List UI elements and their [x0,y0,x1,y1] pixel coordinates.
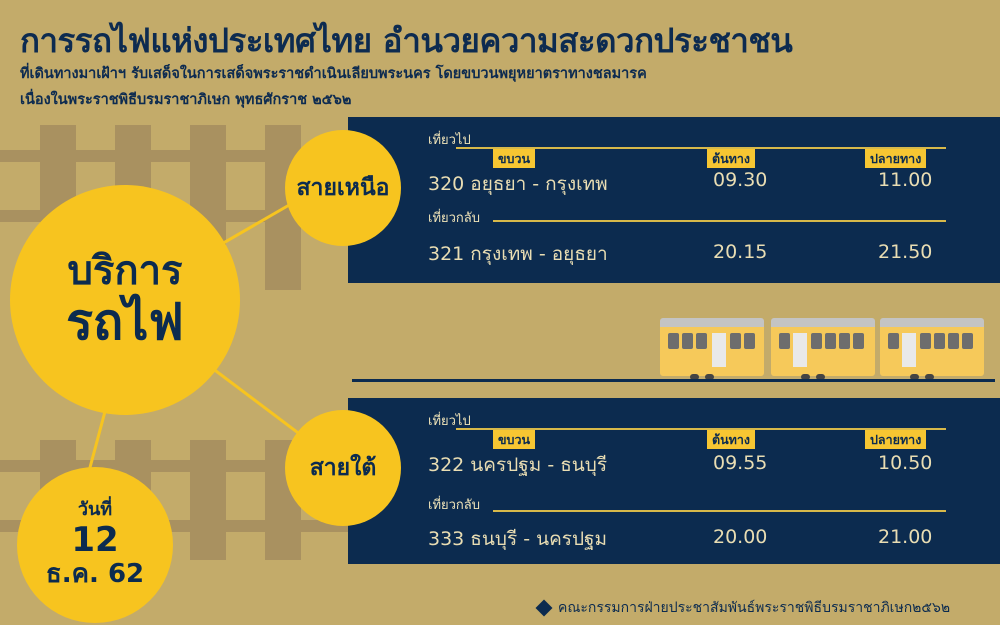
train-service-badge: บริการ รถไฟ [10,185,240,415]
arrive-time: 11.00 [878,169,933,191]
date-month-year: ธ.ค. 62 [45,558,145,589]
train-name: 333 ธนบุรี - นครปฐม [428,528,608,550]
outbound-label: เที่ยวไป [428,414,471,429]
title: การรถไฟแห่งประเทศไทย อำนวยความสะดวกประชา… [20,21,793,60]
date-badge: วันที่ 12 ธ.ค. 62 [17,467,173,623]
train-name: 321 กรุงเทพ - อยุธยา [428,243,608,265]
train-name: 320 อยุธยา - กรุงเทพ [428,173,608,195]
origin-header: ต้นทาง [707,430,756,449]
subtitle-1: ที่เดินทางมาเฝ้าฯ รับเสด็จในการเสด็จพระร… [20,66,647,82]
destination-header: ปลายทาง [865,149,927,168]
arrive-time: 10.50 [878,452,933,474]
route-name: สายใต้ [309,455,377,481]
north-line-panel: เที่ยวไป ขบวน ต้นทาง ปลายทาง 320 อยุธยา … [348,117,1000,283]
date-day: 12 [71,519,119,560]
return-label: เที่ยวกลับ [428,211,481,226]
diamond-icon [535,599,553,617]
depart-time: 09.30 [713,169,768,191]
return-label: เที่ยวกลับ [428,498,481,513]
credit-text: คณะกรรมการฝ่ายประชาสัมพันธ์พระราชพิธีบรม… [558,600,951,616]
train-header: ขบวน [493,149,536,168]
train-label: รถไฟ [66,293,184,352]
south-line-badge: สายใต้ [285,410,401,526]
footer-credit: คณะกรรมการฝ่ายประชาสัมพันธ์พระราชพิธีบรม… [535,597,951,619]
subtitle-2: เนื่องในพระราชพิธีบรมราชาภิเษก พุทธศักรา… [20,92,352,108]
arrive-time: 21.00 [878,526,933,548]
train-header: ขบวน [493,430,536,449]
south-line-panel: เที่ยวไป ขบวน ต้นทาง ปลายทาง 322 นครปฐม … [348,398,1000,564]
north-line-badge: สายเหนือ [285,130,401,246]
service-label: บริการ [67,248,183,295]
train-name: 322 นครปฐม - ธนบุรี [428,454,608,476]
date-label: วันที่ [77,499,113,521]
arrive-time: 21.50 [878,241,933,263]
outbound-label: เที่ยวไป [428,133,471,148]
route-name: สายเหนือ [296,175,390,201]
depart-time: 09.55 [713,452,768,474]
depart-time: 20.15 [713,241,768,263]
depart-time: 20.00 [713,526,768,548]
destination-header: ปลายทาง [865,430,927,449]
origin-header: ต้นทาง [707,149,756,168]
